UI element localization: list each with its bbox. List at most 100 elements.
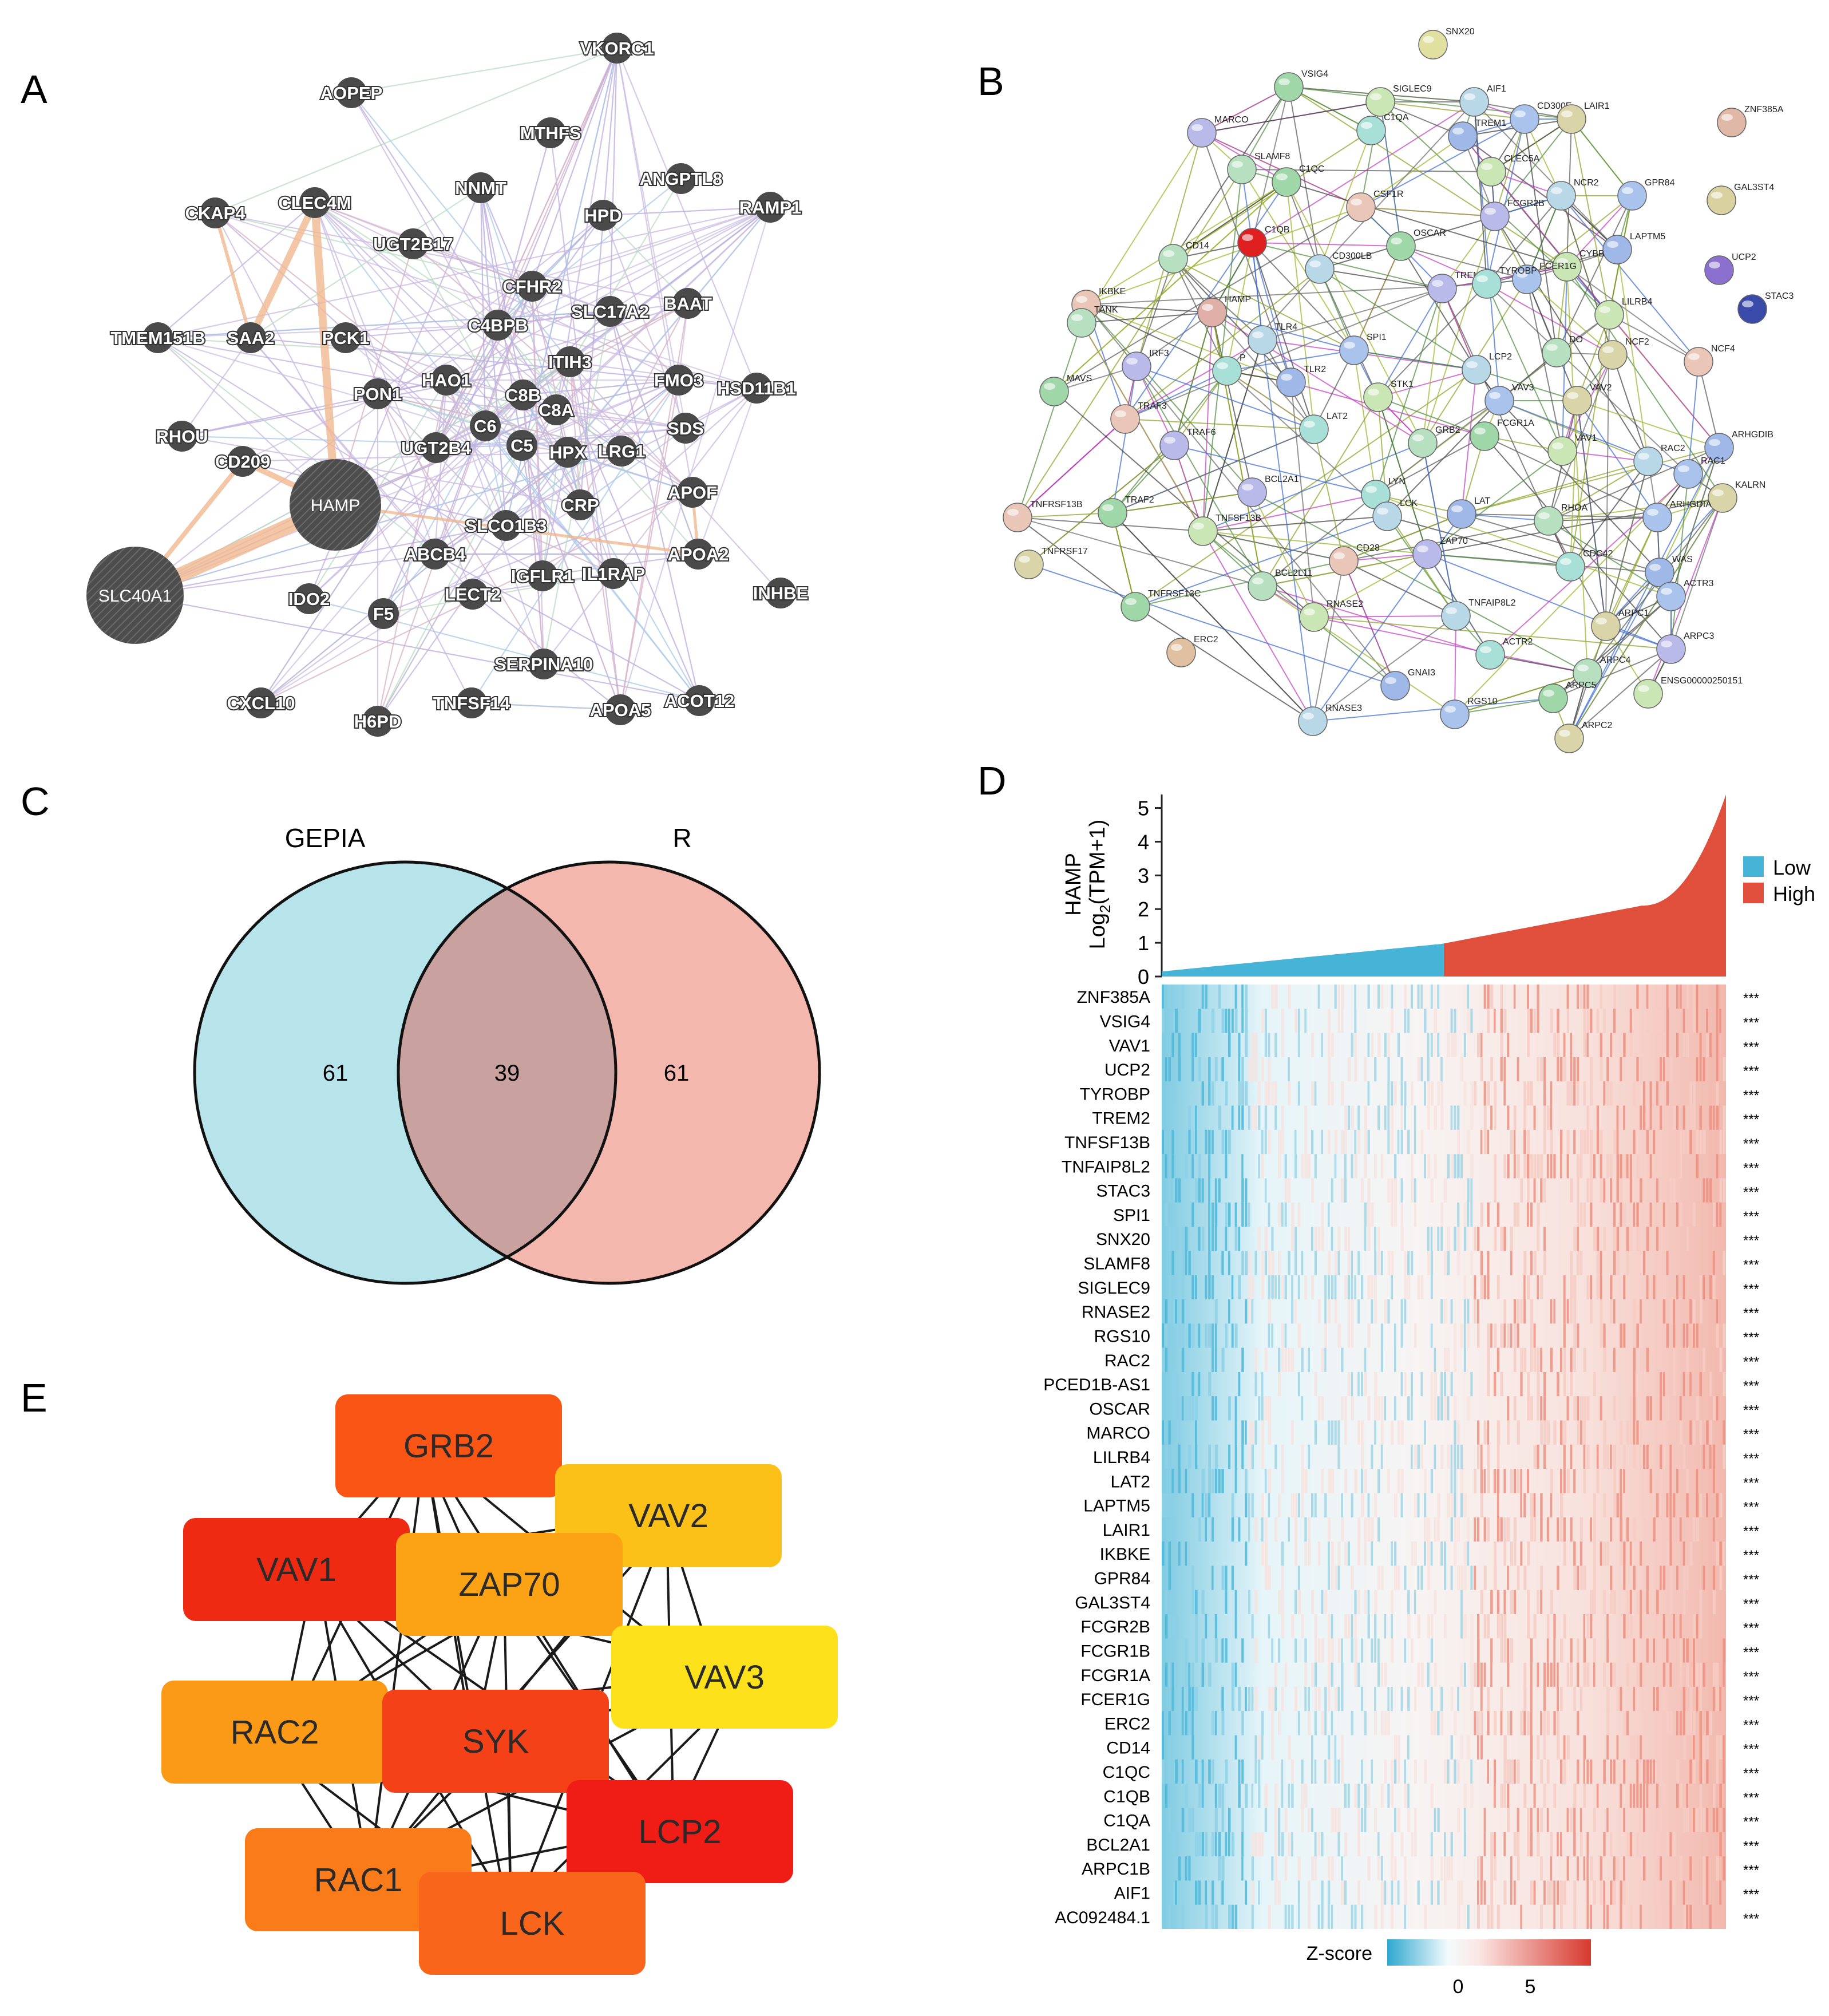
heatmap-cell-stripe [1673,1178,1676,1203]
heatmap-cell-stripe [1214,1178,1217,1203]
heatmap-cell-stripe [1517,1808,1519,1832]
heatmap-cell-stripe [1351,1638,1353,1663]
heatmap-cell-stripe [1328,1541,1330,1566]
heatmap-cell-stripe [1414,1105,1416,1130]
heatmap-cell-stripe [1550,1009,1553,1033]
heatmap-cell-stripe [1660,1057,1662,1082]
network-a-node-ckap4: CKAP4 [184,197,247,228]
heatmap-cell-stripe [1400,1686,1403,1711]
heatmap-cell-stripe [1354,1469,1357,1493]
network-b-node-c1qa: C1QA [1356,113,1409,145]
heatmap-cell-stripe [1234,1420,1237,1445]
network-a-node-label: H6PD [354,711,402,732]
heatmap-cell-stripe [1613,1009,1616,1033]
heatmap-cell-stripe [1337,1323,1341,1348]
heatmap-cell-stripe [1666,1396,1669,1421]
heatmap-cell-stripe [1610,1154,1613,1179]
network-a-node-c6: C6 [470,410,501,441]
heatmap-cell-stripe [1357,1784,1360,1808]
heatmap-cell-stripe [1513,1323,1517,1348]
heatmap-row-label: ZNF385A [1077,988,1150,1007]
heatmap-cell-stripe [1268,1081,1271,1106]
heatmap-cell-stripe [1640,1057,1643,1082]
heatmap-cell-stripe [1477,1880,1479,1905]
heatmap-cell-stripe [1626,1517,1629,1542]
heatmap-cell-stripe [1344,1154,1347,1179]
heatmap-cell-stripe [1527,1275,1530,1299]
heatmap-cell-stripe [1566,1154,1569,1179]
heatmap-cell-stripe [1208,1154,1211,1179]
heatmap-cell-stripe [1245,1784,1248,1808]
heatmap-cell-stripe [1218,1856,1221,1881]
heatmap-cell-stripe [1377,1033,1381,1057]
heatmap-cell-stripe [1205,1493,1208,1517]
heatmap-cell-stripe [1374,1420,1376,1445]
heatmap-cell-stripe [1693,1614,1696,1639]
network-b-node-arpc5: ARPC5 [1538,681,1596,713]
heatmap-cell-stripe [1640,1590,1642,1614]
network-a-edge [471,380,679,703]
network-b-node-label: HAMP [1225,295,1251,305]
heatmap-cell-stripe [1301,1784,1304,1808]
heatmap-cell-stripe [1324,1686,1327,1711]
heatmap-row-label: AC092484.1 [1055,1908,1150,1927]
network-b-node-label: ERC2 [1194,635,1218,645]
heatmap-cell-stripe [1191,1711,1194,1736]
network-a-node-serpina10: SERPINA10 [493,649,594,679]
heatmap-cell-stripe [1530,1202,1533,1227]
network-b-edge [1617,249,1649,462]
heatmap-cell-stripe [1328,1033,1331,1057]
heatmap-cell-stripe [1175,1832,1178,1857]
heatmap-cell-stripe [1570,1517,1573,1542]
heatmap-significance-labels: ****************************************… [1743,991,1759,1927]
heatmap-cell-stripe [1603,1590,1606,1614]
hub-gene-box [161,1681,388,1784]
heatmap-cell-stripe [1543,1735,1546,1760]
heatmap-cell-stripe [1520,1371,1523,1397]
network-b-edge [1313,616,1588,674]
network-b-node-label: LYN [1388,477,1406,487]
heatmap-cell-stripe [1467,985,1470,1009]
heatmap-cell-stripe [1579,985,1583,1009]
heatmap-cell-stripe [1288,1178,1291,1203]
network-a-edge [569,303,688,362]
network-a-node-pck1: PCK1 [321,322,370,353]
network-b-edge [1174,445,1376,495]
network-a-edge [345,337,614,574]
heatmap-cell-stripe [1669,1880,1672,1905]
heatmap-cell-stripe [1579,1541,1582,1566]
heatmap-cell-stripe [1364,1154,1367,1179]
heatmap-cell-stripe [1231,1275,1234,1299]
heatmap-cell-stripe [1314,1154,1317,1179]
network-b-node-label: CD28 [1356,543,1380,553]
heatmap-cell-stripe [1397,1033,1400,1057]
network-b-node-highlight [1044,383,1055,390]
heatmap-cell-stripe [1364,1784,1367,1808]
heatmap-cell-stripe [1483,1880,1486,1905]
heatmap-cell-stripe [1178,1323,1181,1348]
network-b-node-highlight [1303,713,1314,720]
heatmap-cell-stripe [1264,1541,1268,1566]
heatmap-cell-stripe [1391,1686,1393,1711]
heatmap-cell-stripe [1706,1735,1709,1760]
heatmap-cell-stripe [1354,1275,1357,1299]
heatmap-cell-stripe [1490,985,1494,1009]
heatmap-cell-stripe [1513,1590,1516,1614]
heatmap-cell-stripe [1367,1227,1371,1251]
heatmap-cell-stripe [1477,1711,1480,1736]
heatmap-cell-stripe [1586,1444,1590,1469]
heatmap-cell-stripe [1347,1614,1351,1639]
heatmap-cell-stripe [1693,1105,1696,1130]
network-b-node-circle [1472,269,1502,299]
heatmap-cell-stripe [1563,1541,1566,1566]
network-a-edge [445,380,507,526]
heatmap-cell-stripe [1460,1154,1463,1179]
network-b-edge [1571,118,1610,315]
heatmap-cell-stripe [1689,1105,1693,1130]
heatmap-cell-stripe [1450,1469,1453,1493]
heatmap-cell-stripe [1394,1808,1396,1832]
heatmap-cell-stripe [1427,1517,1431,1542]
heatmap-cell-stripe [1407,1275,1411,1299]
network-a-node-label: HPD [584,205,621,226]
network-b-node-label: TANK [1094,305,1118,315]
